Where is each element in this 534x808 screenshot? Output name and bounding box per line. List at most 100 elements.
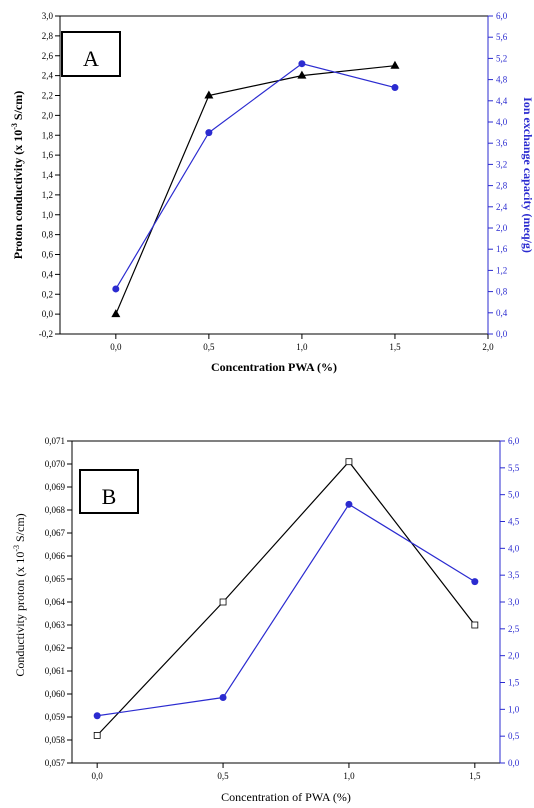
panel-a-y-tick-label-left: 0,0	[42, 309, 54, 319]
panel-a-series-1-point	[390, 60, 400, 69]
panel-b-x-tick-label: 1,0	[343, 771, 355, 781]
panel-a-series-2-point	[298, 60, 306, 68]
panel-a-y-axis-title-left: Proton conductivity (x 10-3 S/cm)	[10, 91, 25, 259]
panel-b-series-1-line	[96, 460, 476, 736]
panel-a-y-tick-label-left: 0,6	[42, 250, 54, 260]
panel-a-series-2-point	[391, 84, 399, 92]
panel-b-x-tick-label: 0,5	[217, 771, 229, 781]
panel-a-y-tick-label-right: 3,2	[496, 159, 507, 169]
panel-b-letter: B	[102, 484, 117, 509]
panel-a-y-tick-label-left: 2,0	[42, 110, 54, 120]
panel-a-y-ticks-right: 0,0 0,4 0,8 1,2 1,6 2,0 2,4 2,8 3,2 3,6 4,0 4,4 4,8 5…	[487, 11, 508, 339]
panel-a-y-tick-label-left: 2,8	[42, 31, 54, 41]
panel-b-series-2-point	[345, 500, 353, 508]
panel-a-y-ticks-left: -0,2 0,0 0,2 0,4 0,6 0,8 1,0 1,2 1,4 1,6 1,8 2,0 2,2…	[39, 11, 60, 339]
panel-a-y-tick-label-right: 4,8	[496, 75, 508, 85]
panel-a-y-tick-label-left: 2,4	[42, 71, 54, 81]
panel-b-y-tick-label-right: 4,0	[508, 543, 520, 553]
panel-b-x-tick-label: 1,5	[469, 771, 481, 781]
panel-b-series-1-point	[471, 621, 479, 629]
panel-b-y-tick-label-left: 0,066	[45, 551, 66, 561]
panel-a-x-axis-title: Concentration PWA (%)	[211, 360, 337, 374]
panel-b-x-tick-label: 0,0	[92, 771, 104, 781]
panel-b-x-axis-title: Concentration of PWA (%)	[221, 790, 351, 804]
panel-b-y-tick-label-right: 6,0	[508, 436, 520, 446]
panel-b-y-tick-label-left: 0,058	[45, 735, 66, 745]
panel-a-y-tick-label-left: 2,2	[42, 91, 53, 101]
panel-b-series-2-point	[93, 712, 101, 720]
panel-b-y-tick-label-right: 4,5	[508, 517, 520, 527]
panel-b-y-axis-title-left: Conductivity proton (x 10-3 S/cm)	[12, 513, 27, 676]
panel-b-y-tick-label-left: 0,069	[45, 482, 66, 492]
panel-b-y-tick-label-left: 0,057	[45, 758, 66, 768]
panel-b-y-tick-label-right: 1,0	[508, 704, 520, 714]
panel-b-y-tick-label-left: 0,067	[45, 528, 66, 538]
panel-a-series-2-point	[112, 285, 120, 293]
panel-a-series-2-point	[205, 129, 213, 137]
panel-b-y-tick-label-left: 0,068	[45, 505, 66, 515]
panel-a-plot-frame	[59, 15, 489, 335]
panel-b-series-2-line	[97, 503, 476, 717]
panel-a-series-1-point	[111, 309, 121, 318]
panel-b-y-tick-label-right: 2,0	[508, 651, 520, 661]
panel-a-y-tick-label-left: 1,0	[42, 210, 54, 220]
panel-a-y-tick-label-right: 2,0	[496, 223, 508, 233]
panel-a-y-tick-label-left: 1,2	[42, 190, 53, 200]
panel-a-y-tick-label-right: 5,2	[496, 53, 507, 63]
panel-b-y-tick-label-left: 0,062	[45, 643, 65, 653]
panel-a-y-tick-label-right: 6,0	[496, 11, 508, 21]
panel-a-y-tick-label-left: -0,2	[39, 329, 53, 339]
panel-b-y-tick-label-left: 0,065	[45, 574, 66, 584]
panel-b-y-ticks-left: 0,057 0,058 0,059 0,060 0,061 0,062 0,063 0,064…	[45, 436, 72, 768]
panel-b-series-2-point	[219, 694, 227, 702]
panel-a-y-tick-label-right: 4,0	[496, 117, 508, 127]
panel-a-series-2-line	[115, 63, 396, 290]
panel-a-y-tick-label-right: 0,0	[496, 329, 508, 339]
panel-a-y-tick-label-right: 2,8	[496, 181, 508, 191]
panel-b-y-tick-label-right: 2,5	[508, 624, 520, 634]
panel-a-y-tick-label-right: 4,4	[496, 96, 508, 106]
panel-b-series-2-point	[471, 578, 479, 586]
panel-b-y-tick-label-right: 1,5	[508, 678, 520, 688]
panel-b-y-ticks-right: 0,0 0,5 1,0 1,5 2,0 2,5 3,0 3,5 4,0 4,5 5,0 5,5 6,0	[499, 436, 520, 768]
panel-b-y-tick-label-right: 0,0	[508, 758, 520, 768]
panel-b-y-tick-label-right: 5,5	[508, 463, 520, 473]
panel-b-x-ticks: 0,0 0,5 1,0 1,5	[92, 763, 481, 781]
panel-a-letter-box	[61, 31, 121, 77]
panel-a-letter: A	[83, 46, 99, 71]
panel-a-y-tick-label-left: 0,4	[42, 269, 54, 279]
panel-a-y-tick-label-left: 2,6	[42, 51, 54, 61]
panel-b-y-tick-label-left: 0,071	[45, 436, 65, 446]
panel-a-x-tick-label: 1,0	[296, 342, 308, 352]
panel-a-x-tick-label: 1,5	[389, 342, 401, 352]
panel-a-y-tick-label-right: 1,2	[496, 265, 507, 275]
panel-a-y-tick-label-right: 1,6	[496, 244, 508, 254]
panel-a-series-1-point	[297, 70, 307, 79]
panel-a-series-1-point	[204, 90, 214, 99]
panel-b: 0,0 0,5 1,0 1,5 0,0570,0580,0590,0600,0610,…	[12, 436, 520, 804]
panel-a-y-tick-label-right: 0,4	[496, 308, 508, 318]
panel-b-y-tick-label-left: 0,059	[45, 712, 66, 722]
panel-a-y-tick-label-right: 0,8	[496, 287, 508, 297]
panel-a-y-axis-title-right: Ion exchange capacity (meq/g)	[521, 97, 534, 253]
panel-b-y-tick-label-right: 3,0	[508, 597, 520, 607]
panel-a-y-tick-label-right: 5,6	[496, 32, 508, 42]
panel-b-y-tick-label-left: 0,063	[45, 620, 66, 630]
panel-b-y-tick-label-left: 0,061	[45, 666, 65, 676]
panel-a-y-tick-label-left: 1,8	[42, 130, 54, 140]
panel-a-x-tick-label: 0,5	[203, 342, 215, 352]
panel-b-series-1-point	[219, 598, 227, 606]
panel-b-series-1-point	[345, 458, 353, 466]
panel-a-y-tick-label-right: 3,6	[496, 138, 508, 148]
panel-b-y-tick-label-right: 3,5	[508, 570, 520, 580]
panel-b-y-tick-label-right: 5,0	[508, 490, 520, 500]
panel-a-series	[111, 60, 400, 318]
panel-b-series-1-point	[93, 732, 101, 739]
panel-a-series-1-line	[115, 65, 396, 315]
panel-a-y-tick-label-left: 0,2	[42, 289, 53, 299]
panel-a-y-tick-label-right: 2,4	[496, 202, 508, 212]
panel-b-series	[93, 458, 479, 739]
panel-b-y-tick-label-right: 0,5	[508, 731, 520, 741]
panel-a-y-tick-label-left: 3,0	[42, 11, 54, 21]
